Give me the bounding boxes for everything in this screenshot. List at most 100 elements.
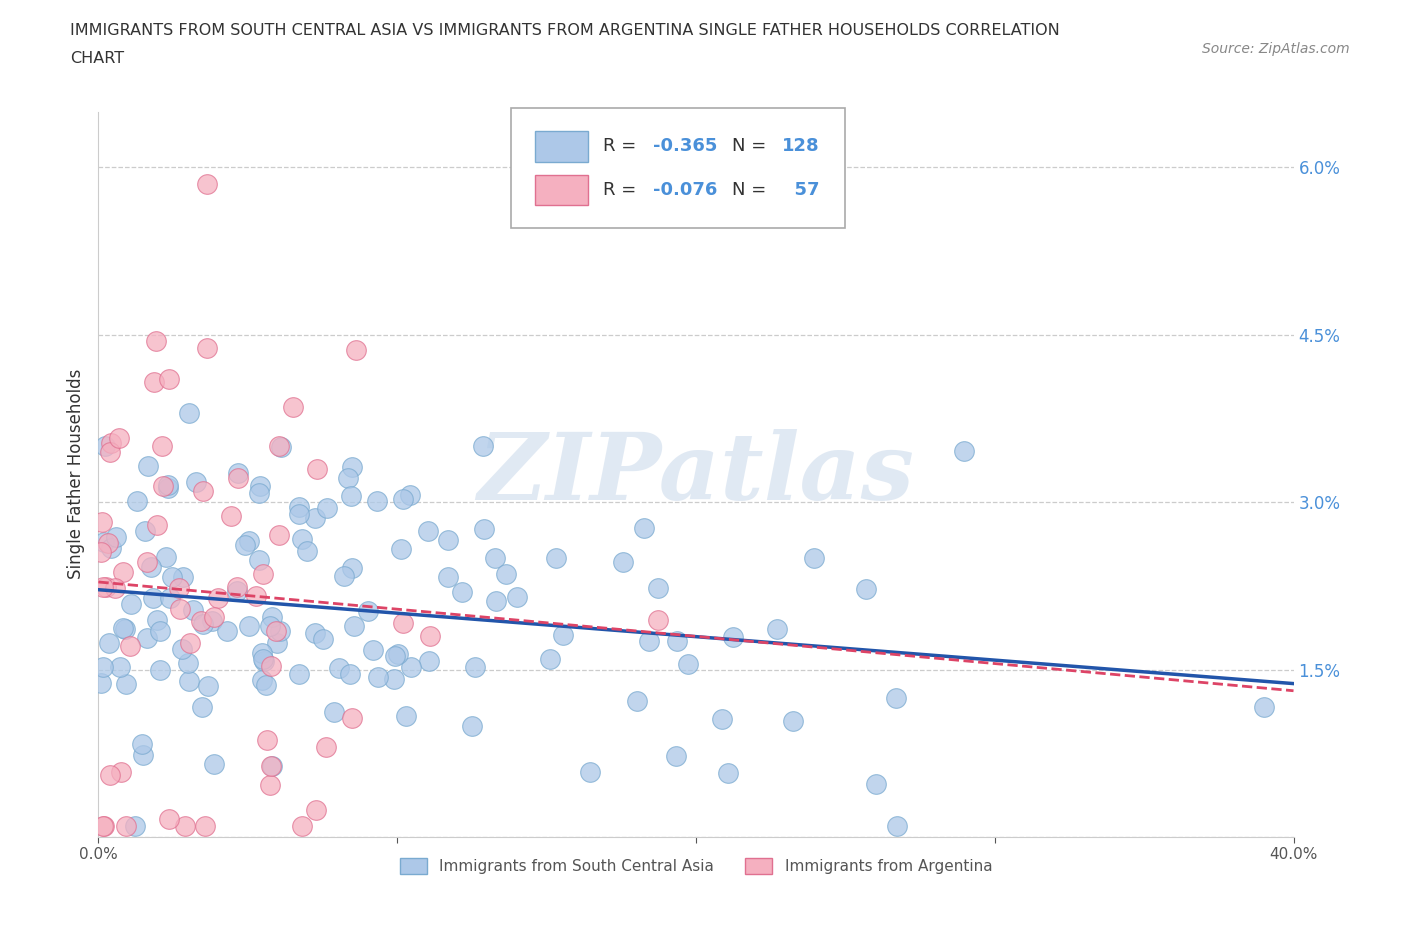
Point <box>90 514 112 529</box>
Point <box>197 678 219 693</box>
Point <box>93 535 115 550</box>
Point <box>269 623 291 638</box>
Point <box>145 333 167 348</box>
Point <box>387 646 409 661</box>
Point <box>647 613 669 628</box>
Point <box>264 623 287 638</box>
Point <box>195 340 218 355</box>
Point <box>191 699 214 714</box>
Text: 57: 57 <box>782 181 820 199</box>
Point <box>247 553 270 568</box>
Point <box>108 431 131 445</box>
Text: CHART: CHART <box>70 51 124 66</box>
Point <box>419 629 441 644</box>
FancyBboxPatch shape <box>534 131 589 162</box>
Point <box>260 658 283 673</box>
Point <box>146 612 169 627</box>
Point <box>399 659 422 674</box>
Point <box>226 580 249 595</box>
Point <box>174 818 197 833</box>
Point <box>143 374 166 389</box>
Point <box>252 652 274 667</box>
Point <box>340 488 363 503</box>
Point <box>134 523 156 538</box>
Point <box>238 618 260 633</box>
Point <box>120 638 142 653</box>
Text: R =: R = <box>603 138 641 155</box>
Point <box>93 660 115 675</box>
Point <box>886 690 908 705</box>
Point <box>100 435 122 450</box>
Text: Source: ZipAtlas.com: Source: ZipAtlas.com <box>1202 42 1350 56</box>
Point <box>336 471 359 485</box>
Point <box>156 481 179 496</box>
Point <box>647 580 669 595</box>
Text: -0.076: -0.076 <box>652 181 717 199</box>
Point <box>638 633 661 648</box>
Point <box>179 673 201 688</box>
Point <box>124 818 146 833</box>
Point <box>484 551 506 565</box>
Point <box>170 641 193 656</box>
Point <box>157 372 180 387</box>
Point <box>343 618 366 633</box>
Text: -0.365: -0.365 <box>652 138 717 155</box>
Point <box>304 626 326 641</box>
Point <box>451 585 474 600</box>
Point <box>115 818 138 833</box>
Point <box>172 570 194 585</box>
Point <box>484 594 506 609</box>
Point <box>152 478 174 493</box>
Point <box>114 622 136 637</box>
Point <box>169 602 191 617</box>
Point <box>136 554 159 569</box>
Point <box>254 677 277 692</box>
Point <box>288 499 311 514</box>
Point <box>191 484 214 498</box>
Point <box>633 520 655 535</box>
Point <box>148 663 170 678</box>
Point <box>267 527 290 542</box>
Point <box>250 645 273 660</box>
Point <box>612 554 634 569</box>
Point <box>886 818 908 833</box>
Point <box>295 544 318 559</box>
Point <box>389 541 412 556</box>
Point <box>665 633 688 648</box>
Point <box>392 615 415 630</box>
Point <box>149 623 172 638</box>
Point <box>111 565 134 579</box>
Point <box>366 493 388 508</box>
Point <box>157 811 180 826</box>
Text: IMMIGRANTS FROM SOUTH CENTRAL ASIA VS IMMIGRANTS FROM ARGENTINA SINGLE FATHER HO: IMMIGRANTS FROM SOUTH CENTRAL ASIA VS IM… <box>70 23 1060 38</box>
Point <box>93 818 115 833</box>
Text: N =: N = <box>733 181 772 199</box>
Legend: Immigrants from South Central Asia, Immigrants from Argentina: Immigrants from South Central Asia, Immi… <box>394 852 998 880</box>
Text: R =: R = <box>603 181 641 199</box>
Point <box>226 466 249 481</box>
Point <box>291 531 314 546</box>
Point <box>384 648 406 663</box>
Point <box>93 579 115 594</box>
Point <box>328 661 350 676</box>
Point <box>665 749 688 764</box>
Point <box>139 560 162 575</box>
Point <box>803 551 825 565</box>
Point <box>100 540 122 555</box>
Point <box>344 342 367 357</box>
Point <box>340 560 363 575</box>
Point <box>98 445 121 459</box>
Point <box>551 627 574 642</box>
Point <box>626 694 648 709</box>
Point <box>361 643 384 658</box>
Point <box>202 756 225 771</box>
Point <box>131 737 153 751</box>
Point <box>304 803 326 817</box>
Point <box>855 582 877 597</box>
Point <box>136 631 159 645</box>
Point <box>215 624 238 639</box>
Point <box>195 177 218 192</box>
Point <box>287 506 309 521</box>
Point <box>538 652 561 667</box>
Point <box>181 603 204 618</box>
